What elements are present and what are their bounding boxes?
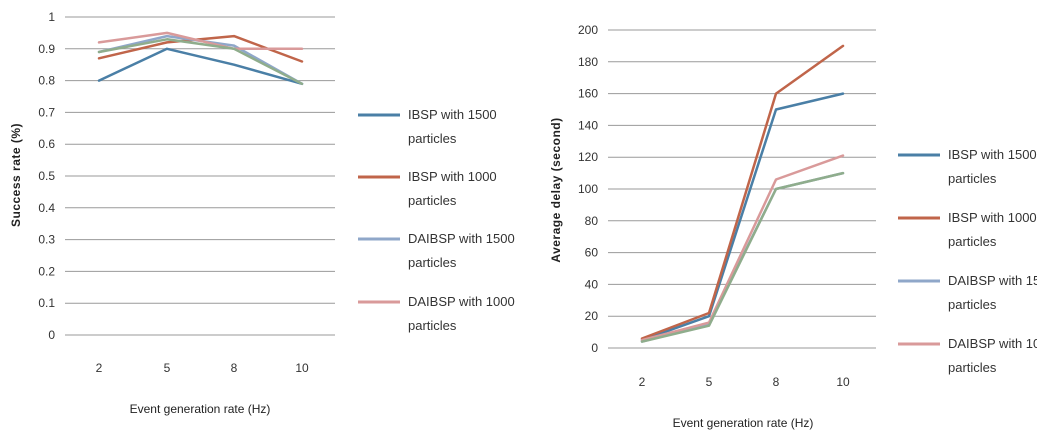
y-tick-label: 200 (578, 23, 598, 37)
y-tick-label: 1 (48, 10, 55, 24)
legend-label: particles (948, 171, 997, 186)
x-tick-label: 8 (231, 361, 238, 375)
x-tick-label: 5 (706, 375, 713, 389)
y-tick-label: 140 (578, 118, 598, 132)
y-tick-label: 0.2 (38, 264, 55, 278)
y-tick-label: 40 (585, 277, 599, 291)
y-tick-label: 0.4 (38, 201, 55, 215)
legend-label: particles (948, 297, 997, 312)
y-tick-label: 0.3 (38, 233, 55, 247)
series-line-4 (97, 31, 304, 51)
series-line-overlay (97, 38, 304, 86)
y-tick-label: 0 (591, 341, 598, 355)
series-line-4 (640, 154, 845, 342)
legend-label: particles (408, 318, 457, 333)
legend-label: DAIBSP with 1500 (948, 273, 1037, 288)
legend-label: particles (408, 255, 457, 270)
legend-label: DAIBSP with 1500 (408, 231, 515, 246)
legend-label: particles (408, 193, 457, 208)
x-tick-label: 10 (836, 375, 850, 389)
x-axis-title: Event generation rate (Hz) (130, 402, 271, 416)
y-tick-label: 20 (585, 309, 599, 323)
y-axis-title: Average delay (second) (549, 117, 563, 262)
y-tick-label: 0.1 (38, 296, 55, 310)
y-tick-label: 0.9 (38, 42, 55, 56)
x-tick-label: 5 (164, 361, 171, 375)
legend-label: IBSP with 1500 (408, 107, 497, 122)
y-tick-label: 160 (578, 87, 598, 101)
y-tick-label: 0.5 (38, 169, 55, 183)
y-axis-title: Success rate (%) (9, 123, 23, 227)
legend-label: IBSP with 1500 (948, 147, 1037, 162)
x-tick-label: 2 (639, 375, 646, 389)
y-tick-label: 0.6 (38, 137, 55, 151)
x-axis-title: Event generation rate (Hz) (673, 416, 814, 430)
legend-label: DAIBSP with 1000 (408, 294, 515, 309)
series-line-1 (97, 47, 304, 86)
legend-label: particles (948, 234, 997, 249)
y-tick-label: 0.8 (38, 74, 55, 88)
legend-label: particles (408, 131, 457, 146)
success-rate-chart: 0 0.1 0.2 0.3 0.4 0.5 0.6 0.7 0.8 0.9 1 2 5 8 10 Event … (9, 10, 515, 416)
legend-label: DAIBSP with 1000 (948, 336, 1037, 351)
y-tick-label: 0.7 (38, 105, 55, 119)
legend-label: IBSP with 1000 (948, 210, 1037, 225)
series-line-1 (640, 92, 845, 342)
x-tick-label: 10 (295, 361, 309, 375)
x-tick-label: 2 (96, 361, 103, 375)
series-line-2 (640, 44, 845, 340)
average-delay-chart: 0 20 40 60 80 100 120 140 160 180 200 2 5 8 10 Event ge… (549, 23, 1037, 430)
series-line-overlay (640, 171, 845, 343)
y-tick-label: 120 (578, 150, 598, 164)
y-tick-label: 180 (578, 55, 598, 69)
x-tick-label: 8 (773, 375, 780, 389)
legend-label: IBSP with 1000 (408, 169, 497, 184)
y-tick-label: 80 (585, 214, 599, 228)
y-tick-label: 60 (585, 246, 599, 260)
y-tick-label: 0 (48, 328, 55, 342)
y-tick-label: 100 (578, 182, 598, 196)
legend-label: particles (948, 360, 997, 375)
